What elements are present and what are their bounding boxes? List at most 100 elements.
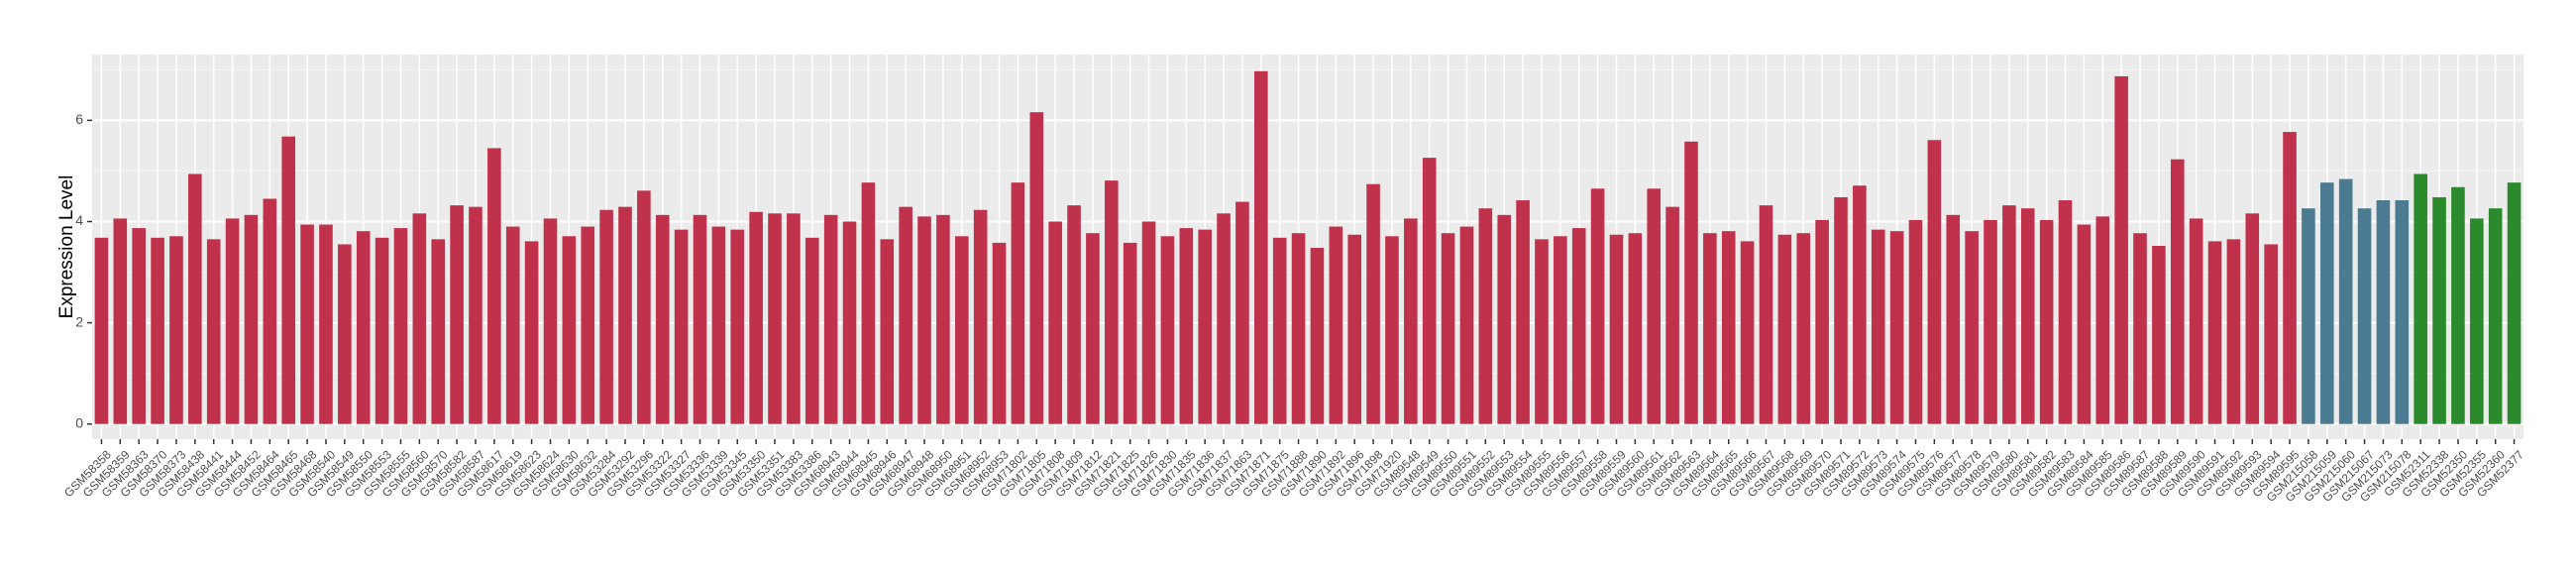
bar [562,236,577,424]
bar [1965,231,1979,424]
bar [1422,158,1437,424]
bar [880,239,895,424]
bar [655,214,670,424]
bar [1347,234,1361,424]
y-tick-label: 2 [75,313,83,329]
bar [1048,221,1062,424]
bar [1160,236,1175,424]
bar [823,214,838,424]
bar [1011,182,1025,424]
bar [768,213,782,424]
bar [1217,213,1231,424]
bar [2302,208,2315,424]
bar [1665,206,1679,424]
bar [94,237,109,424]
bar [2507,182,2522,424]
bar [1871,229,1885,424]
bar [2114,75,2128,424]
y-tick-label: 0 [75,414,83,430]
bar [1815,219,1829,424]
bar [1647,188,1662,424]
bar [206,239,221,424]
bar [1834,196,1848,424]
bar [431,239,446,424]
bar [1721,231,1736,424]
bar [1404,218,1418,424]
bar [2357,208,2372,424]
bar [2207,241,2222,424]
bar [1441,233,1455,424]
bar [1086,233,1100,424]
bar [1703,233,1717,424]
bar [2170,159,2185,424]
bar [1590,188,1605,424]
bar [1516,200,1530,424]
bar [599,209,613,424]
bar [805,237,819,424]
y-axis-title: Expression Level [56,175,77,319]
bar [2077,224,2092,424]
bar [749,211,763,424]
bar [973,209,988,424]
bar [450,205,464,424]
bar [2020,208,2035,424]
bar [1366,183,1380,424]
bar [693,214,707,424]
bar [1497,214,1512,424]
bar [1029,112,1044,424]
bar [412,213,427,424]
bar [2039,219,2054,424]
bar [711,226,726,424]
bar [2095,216,2110,424]
bar [1927,140,1942,424]
bar [225,218,240,424]
bar [899,206,912,424]
bar [1067,205,1081,424]
bar [954,236,969,424]
bar [2245,213,2260,424]
bar [637,190,651,424]
bar [113,218,128,424]
bar [524,241,539,424]
bar [2319,182,2334,424]
bar [132,228,146,424]
bar [2226,239,2241,424]
bar [2264,244,2278,424]
bar [338,244,352,424]
bar [1740,241,1755,424]
bar [1571,228,1586,424]
bar [2376,200,2391,424]
bar [244,214,259,424]
bar [1908,219,1923,424]
bar [842,221,857,424]
bar [1796,233,1811,424]
bar [1535,239,1549,424]
bar [917,216,931,424]
bar [151,237,164,424]
bar [169,236,183,424]
bar [1385,236,1399,424]
bar [375,237,389,424]
bar [730,229,745,424]
bar [2058,200,2073,424]
bar [787,213,801,424]
bar [2451,186,2465,424]
bar [1889,231,1904,424]
bar [618,206,632,424]
bar [1628,233,1643,424]
bar [1684,141,1698,424]
bar [1123,242,1137,424]
bar [2338,178,2353,424]
bar [2488,208,2503,424]
bar [319,224,333,424]
bar [1759,205,1773,424]
y-tick-label: 6 [75,111,83,127]
bar [1329,226,1343,424]
bar [1459,226,1474,424]
bar [1554,236,1567,424]
bar [1254,70,1268,424]
bar [581,226,595,424]
bar [2189,218,2203,424]
bar [543,218,558,424]
